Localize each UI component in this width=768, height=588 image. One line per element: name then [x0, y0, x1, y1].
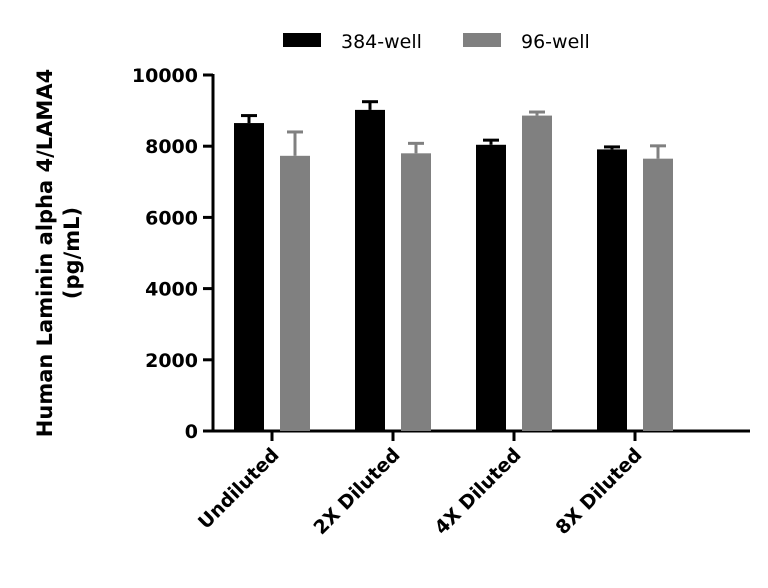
legend-swatch [463, 33, 501, 47]
bar-384-well-8X Diluted [597, 149, 627, 432]
bar-96-well-8X Diluted [643, 158, 673, 431]
bar-96-well-2X Diluted [401, 153, 431, 431]
x-tick-label: Undiluted [194, 444, 284, 534]
y-axis-label-line: Human Laminin alpha 4/LAMA4 [33, 69, 57, 437]
y-tick-label: 4000 [145, 279, 198, 301]
bar-96-well-Undiluted [280, 155, 310, 431]
y-axis-label: Human Laminin alpha 4/LAMA4 (pg/mL) [33, 69, 84, 437]
x-tick-label: 8X Diluted [552, 444, 647, 539]
legend-label: 96-well [521, 31, 590, 53]
y-tick-label: 6000 [145, 207, 198, 229]
bar-384-well-Undiluted [234, 123, 264, 431]
y-tick-label: 8000 [145, 136, 198, 158]
y-tick-label: 0 [185, 421, 198, 443]
y-tick-label: 2000 [145, 350, 198, 372]
x-tick-label: 4X Diluted [431, 444, 526, 539]
bar-384-well-4X Diluted [476, 144, 506, 431]
y-tick-label: 10000 [132, 65, 198, 87]
x-tick-label: 2X Diluted [310, 444, 405, 539]
legend-label: 384-well [341, 31, 422, 53]
bar-96-well-4X Diluted [522, 115, 552, 432]
y-axis-label-line: (pg/mL) [60, 207, 84, 299]
bar-384-well-2X Diluted [355, 109, 385, 431]
legend-swatch [283, 33, 321, 47]
